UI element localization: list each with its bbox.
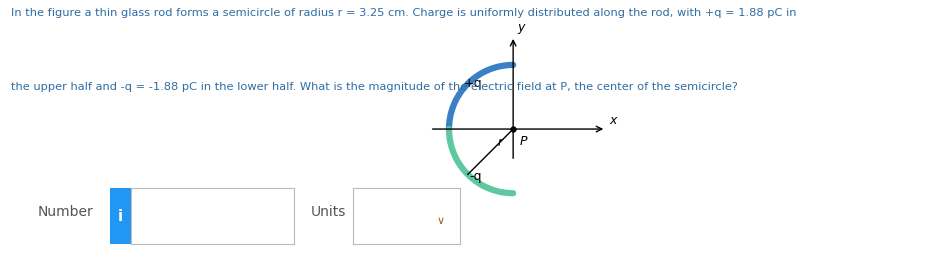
Text: Number: Number — [37, 204, 93, 218]
Text: +q: +q — [464, 77, 482, 90]
Text: ∨: ∨ — [437, 215, 445, 225]
Text: y: y — [517, 21, 524, 34]
Text: r: r — [498, 135, 503, 148]
Text: i: i — [118, 209, 123, 223]
Text: Units: Units — [311, 204, 346, 218]
Text: In the figure a thin glass rod forms a semicircle of radius r = 3.25 cm. Charge : In the figure a thin glass rod forms a s… — [11, 8, 797, 18]
Text: -q: -q — [469, 169, 482, 182]
Text: P: P — [520, 135, 527, 148]
Text: x: x — [609, 113, 617, 126]
Text: the upper half and -q = -1.88 pC in the lower half. What is the magnitude of the: the upper half and -q = -1.88 pC in the … — [11, 81, 738, 91]
